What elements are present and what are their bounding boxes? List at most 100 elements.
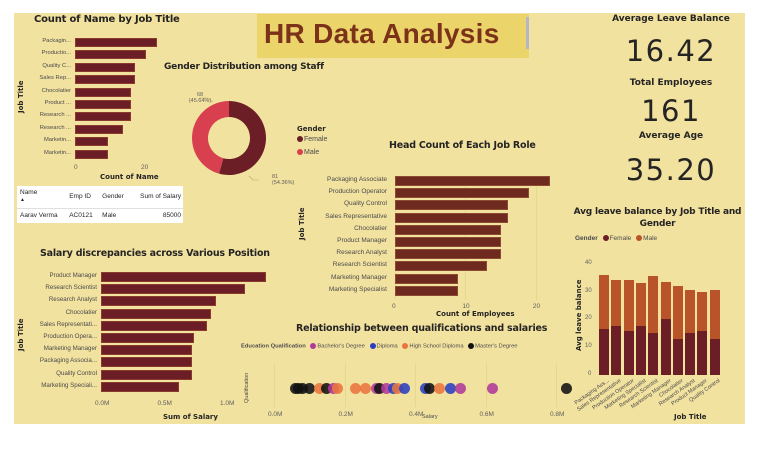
bar[interactable] [395, 273, 459, 284]
bar[interactable] [395, 249, 501, 260]
bar[interactable] [75, 137, 109, 147]
scatter-point[interactable] [296, 383, 308, 394]
bar-female[interactable] [660, 319, 671, 375]
bar-male[interactable] [697, 291, 708, 331]
bar-female[interactable] [685, 333, 696, 375]
scatter-point[interactable] [423, 383, 435, 394]
bar[interactable] [75, 50, 146, 60]
scatter-point[interactable] [303, 383, 315, 394]
scatter-point[interactable] [374, 383, 386, 394]
bar-female[interactable] [635, 326, 646, 375]
gridline [344, 363, 346, 407]
bar[interactable] [101, 333, 194, 343]
bar[interactable] [395, 200, 508, 211]
scatter-point[interactable] [349, 383, 361, 394]
bar[interactable] [75, 124, 124, 134]
legend-item-bachelors[interactable]: Bachelor's Degree [317, 343, 365, 350]
x-axis-title: Count of Employees [436, 310, 515, 318]
scatter-point[interactable] [331, 383, 343, 394]
bar[interactable] [101, 345, 193, 356]
bar[interactable] [395, 212, 508, 223]
scatter-point[interactable] [398, 383, 410, 394]
bar[interactable] [75, 87, 131, 97]
y-axis-title: Avg leave balance [575, 279, 583, 351]
head-count-job-role-chart[interactable]: Head Count of Each Job Role Job Title Co… [290, 138, 570, 318]
col-gender-header[interactable]: Gender [99, 186, 130, 209]
bar-female[interactable] [648, 333, 659, 375]
donut-slice-male[interactable] [192, 101, 229, 174]
legend-item-male[interactable]: Male [643, 235, 658, 242]
bar-male[interactable] [648, 276, 659, 334]
col-name-header[interactable]: Name ▲ [17, 186, 67, 209]
bar[interactable] [395, 285, 459, 296]
bar-male[interactable] [599, 274, 609, 330]
legend-item-high-school[interactable]: High School Diploma [409, 343, 464, 350]
bar[interactable] [101, 308, 211, 319]
col-empid-header[interactable]: Emp ID [66, 186, 100, 209]
legend-item-female[interactable]: Female [609, 235, 632, 242]
bar-male[interactable] [623, 280, 634, 331]
legend-item-female[interactable]: Female [297, 136, 327, 143]
bar[interactable] [75, 112, 131, 122]
count-by-job-title-chart[interactable]: Count of Name by Job Title Job Title 0 2… [14, 13, 180, 185]
bar-male[interactable] [635, 283, 646, 327]
bar-female[interactable] [623, 330, 634, 375]
bar[interactable] [75, 100, 131, 109]
bar-female[interactable] [599, 329, 609, 375]
scatter-point[interactable] [360, 383, 372, 394]
x-tick: 10 [462, 303, 470, 310]
bar[interactable] [395, 261, 487, 272]
col-salary-header[interactable]: Sum of Salary [130, 186, 183, 209]
leave-by-job-gender-chart[interactable]: Avg leave balance by Job Title and Gende… [570, 203, 745, 424]
bar[interactable] [395, 224, 501, 235]
bar[interactable] [395, 176, 550, 186]
report-title-box[interactable]: HR Data Analysis [257, 14, 529, 58]
bar-female[interactable] [697, 330, 708, 375]
bar-male[interactable] [685, 290, 696, 334]
bar[interactable] [75, 149, 109, 159]
bar-male[interactable] [660, 281, 671, 320]
bar[interactable] [395, 237, 501, 247]
bar[interactable] [75, 38, 157, 47]
y-tick-label: Marketing Manager [331, 273, 387, 281]
bar[interactable] [101, 369, 193, 380]
bar[interactable] [101, 296, 216, 307]
scatter-point[interactable] [434, 383, 446, 394]
bar-male[interactable] [611, 280, 622, 327]
bar-female[interactable] [672, 338, 683, 375]
scatter-point[interactable] [561, 383, 573, 394]
x-tick: 0.6M [479, 411, 494, 418]
qualification-salary-chart[interactable]: Relationship between qualifications and … [238, 319, 578, 424]
bar[interactable] [101, 320, 208, 331]
employee-table[interactable]: Name ▲ Emp ID Gender Sum of Salary Aarav … [17, 186, 183, 223]
legend-item-male[interactable]: Male [297, 149, 327, 156]
bar-male[interactable] [709, 290, 720, 339]
bar[interactable] [75, 62, 135, 72]
bar-male[interactable] [672, 286, 683, 339]
donut-chart[interactable] [179, 88, 279, 188]
y-tick-label: Chocolatier [65, 308, 97, 316]
scatter-point[interactable] [487, 383, 499, 394]
table-row[interactable]: Aarav Verma AC0121 Male 85000 [17, 209, 183, 224]
bar[interactable] [101, 272, 266, 282]
bar[interactable] [101, 284, 245, 295]
bar[interactable] [75, 75, 135, 85]
scatter-point[interactable] [321, 383, 333, 394]
legend-item-diploma[interactable]: Diploma [376, 343, 398, 350]
scatter-point[interactable] [314, 383, 326, 394]
scatter-point[interactable] [444, 383, 456, 394]
gender-distribution-chart[interactable]: Gender Distribution among Staff 68 (45.64… [159, 58, 339, 186]
legend-item-masters[interactable]: Master's Degree [475, 343, 518, 350]
bar-female[interactable] [611, 326, 622, 375]
scatter-point[interactable] [381, 383, 393, 394]
scatter-point[interactable] [391, 383, 403, 394]
x-tick: 0.2M [338, 411, 353, 418]
bar[interactable] [101, 357, 193, 368]
bar[interactable] [101, 381, 179, 392]
donut-slice-female[interactable] [218, 101, 266, 175]
bar[interactable] [395, 188, 529, 199]
salary-by-position-chart[interactable]: Salary discrepancies across Various Posi… [14, 243, 276, 424]
scatter-point[interactable] [455, 383, 467, 394]
y-tick-label: Research Scientist [45, 284, 97, 292]
bar-female[interactable] [709, 338, 720, 375]
